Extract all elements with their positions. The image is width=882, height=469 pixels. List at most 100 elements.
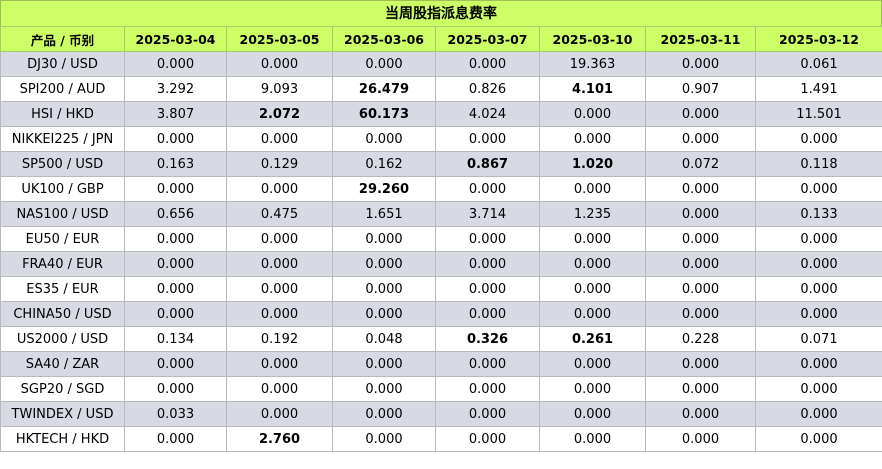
rate-cell: 2.072	[226, 101, 333, 127]
rate-cell: 0.000	[645, 226, 756, 252]
column-header-date: 2025-03-10	[539, 26, 646, 52]
rate-cell: 4.024	[435, 101, 540, 127]
column-header-date: 2025-03-06	[332, 26, 436, 52]
column-header-date: 2025-03-11	[645, 26, 756, 52]
rate-cell: 0.000	[332, 351, 436, 377]
rate-cell: 2.760	[226, 426, 333, 452]
rate-cell: 0.000	[226, 401, 333, 427]
rate-cell: 0.000	[226, 301, 333, 327]
rate-cell: 0.000	[226, 376, 333, 402]
rate-cell: 0.000	[539, 276, 646, 302]
dividend-rate-table: 产品 / 币别 2025-03-04 2025-03-05 2025-03-06 202…	[0, 26, 882, 452]
rate-cell: 0.000	[226, 51, 333, 77]
table-row: NAS100 / USD 0.656 0.475 1.651 3.714 1.235 0.0…	[0, 201, 882, 227]
rate-cell: 3.714	[435, 201, 540, 227]
column-header-date: 2025-03-04	[124, 26, 227, 52]
table-row: SPI200 / AUD 3.292 9.093 26.479 0.826 4.101 0.…	[0, 76, 882, 102]
rate-cell: 0.000	[539, 126, 646, 152]
rate-cell: 0.000	[435, 301, 540, 327]
rate-cell: 0.000	[124, 276, 227, 302]
rate-cell: 0.000	[755, 426, 882, 452]
rate-cell: 0.000	[435, 251, 540, 277]
table-row: SP500 / USD 0.163 0.129 0.162 0.867 1.020 0.07…	[0, 151, 882, 177]
rate-cell: 0.000	[755, 351, 882, 377]
rate-cell: 0.000	[539, 176, 646, 202]
rate-cell: 0.133	[755, 201, 882, 227]
rate-cell: 0.000	[435, 126, 540, 152]
rate-cell: 0.000	[226, 126, 333, 152]
rate-cell: 0.000	[645, 351, 756, 377]
rate-cell: 0.000	[226, 226, 333, 252]
rate-cell: 26.479	[332, 76, 436, 102]
product-cell: SGP20 / SGD	[0, 376, 125, 402]
product-cell: NIKKEI225 / JPN	[0, 126, 125, 152]
table-row: FRA40 / EUR 0.000 0.000 0.000 0.000 0.000 0.00…	[0, 251, 882, 277]
rate-cell: 0.000	[332, 401, 436, 427]
rate-cell: 29.260	[332, 176, 436, 202]
rate-cell: 0.162	[332, 151, 436, 177]
table-row: US2000 / USD 0.134 0.192 0.048 0.326 0.261 0.2…	[0, 326, 882, 352]
rate-cell: 0.000	[539, 251, 646, 277]
rate-cell: 0.000	[332, 51, 436, 77]
rate-cell: 60.173	[332, 101, 436, 127]
rate-cell: 0.000	[539, 226, 646, 252]
rate-cell: 9.093	[226, 76, 333, 102]
rate-cell: 0.000	[124, 351, 227, 377]
rate-cell: 0.118	[755, 151, 882, 177]
rate-cell: 0.261	[539, 326, 646, 352]
rate-cell: 0.000	[124, 251, 227, 277]
rate-cell: 0.000	[755, 276, 882, 302]
rate-cell: 0.000	[435, 226, 540, 252]
rate-cell: 0.129	[226, 151, 333, 177]
table-title: 当周股指派息费率	[0, 0, 882, 26]
product-cell: EU50 / EUR	[0, 226, 125, 252]
rate-cell: 3.807	[124, 101, 227, 127]
product-cell: SA40 / ZAR	[0, 351, 125, 377]
product-cell: SPI200 / AUD	[0, 76, 125, 102]
rate-cell: 0.228	[645, 326, 756, 352]
rate-cell: 0.000	[435, 276, 540, 302]
rate-cell: 0.000	[645, 251, 756, 277]
rate-cell: 0.326	[435, 326, 540, 352]
rate-cell: 0.000	[645, 426, 756, 452]
product-cell: NAS100 / USD	[0, 201, 125, 227]
rate-cell: 0.000	[755, 301, 882, 327]
rate-cell: 0.000	[435, 376, 540, 402]
rate-cell: 0.000	[755, 126, 882, 152]
rate-cell: 0.000	[755, 251, 882, 277]
rate-cell: 0.000	[124, 176, 227, 202]
rate-cell: 0.000	[645, 401, 756, 427]
rate-cell: 0.000	[539, 301, 646, 327]
product-cell: HKTECH / HKD	[0, 426, 125, 452]
rate-cell: 4.101	[539, 76, 646, 102]
rate-cell: 0.000	[435, 351, 540, 377]
rate-cell: 0.656	[124, 201, 227, 227]
product-cell: DJ30 / USD	[0, 51, 125, 77]
rate-cell: 1.020	[539, 151, 646, 177]
rate-cell: 0.826	[435, 76, 540, 102]
product-cell: FRA40 / EUR	[0, 251, 125, 277]
column-header-date: 2025-03-12	[755, 26, 882, 52]
rate-cell: 0.000	[645, 201, 756, 227]
rate-cell: 0.000	[332, 301, 436, 327]
rate-cell: 0.000	[645, 51, 756, 77]
table-row: ES35 / EUR 0.000 0.000 0.000 0.000 0.000 0.000…	[0, 276, 882, 302]
rate-cell: 0.000	[755, 376, 882, 402]
rate-cell: 19.363	[539, 51, 646, 77]
rate-cell: 0.000	[124, 301, 227, 327]
rate-cell: 0.000	[645, 276, 756, 302]
table-row: SA40 / ZAR 0.000 0.000 0.000 0.000 0.000 0.000…	[0, 351, 882, 377]
table-body: DJ30 / USD 0.000 0.000 0.000 0.000 19.363 0.00…	[0, 51, 882, 452]
table-row: TWINDEX / USD 0.033 0.000 0.000 0.000 0.000 0.…	[0, 401, 882, 427]
rate-cell: 0.000	[332, 251, 436, 277]
column-header-date: 2025-03-05	[226, 26, 333, 52]
rate-cell: 0.000	[332, 126, 436, 152]
rate-cell: 0.000	[645, 126, 756, 152]
column-header-date: 2025-03-07	[435, 26, 540, 52]
rate-cell: 0.907	[645, 76, 756, 102]
table-row: HSI / HKD 3.807 2.072 60.173 4.024 0.000 0.000…	[0, 101, 882, 127]
table-row: HKTECH / HKD 0.000 2.760 0.000 0.000 0.000 0.0…	[0, 426, 882, 452]
rate-cell: 0.033	[124, 401, 227, 427]
rate-cell: 0.000	[226, 176, 333, 202]
product-cell: HSI / HKD	[0, 101, 125, 127]
